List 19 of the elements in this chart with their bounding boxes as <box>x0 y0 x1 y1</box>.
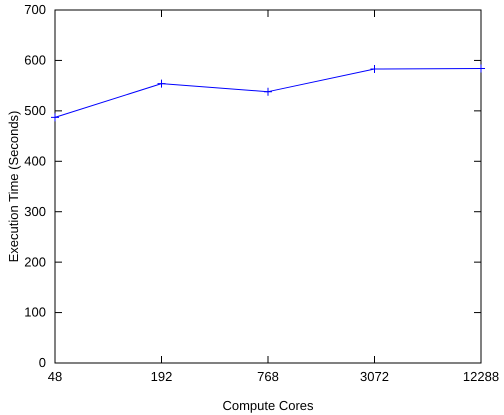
point <box>476 64 486 73</box>
y-tick-label: 500 <box>24 103 46 118</box>
x-axis-title: Compute Cores <box>222 398 314 413</box>
x-tick-label: 12288 <box>462 369 500 384</box>
x-tick-label: 768 <box>257 369 279 384</box>
y-tick-label: 200 <box>24 254 46 270</box>
y-tick-label: 700 <box>24 2 46 18</box>
x-tick-label: 3072 <box>360 369 389 384</box>
y-tick-label: 100 <box>24 304 46 320</box>
y-tick-label: 0 <box>38 355 46 370</box>
y-tick-label: 400 <box>24 153 46 168</box>
y-tick-label: 300 <box>24 204 46 219</box>
x-tick-label: 192 <box>150 369 172 384</box>
x-tick-label: 48 <box>48 369 62 384</box>
y-axis-title: Execution Time (Seconds) <box>6 110 21 262</box>
point <box>50 112 60 122</box>
point <box>264 87 272 96</box>
point <box>157 79 166 88</box>
y-tick-label: 600 <box>24 52 46 68</box>
